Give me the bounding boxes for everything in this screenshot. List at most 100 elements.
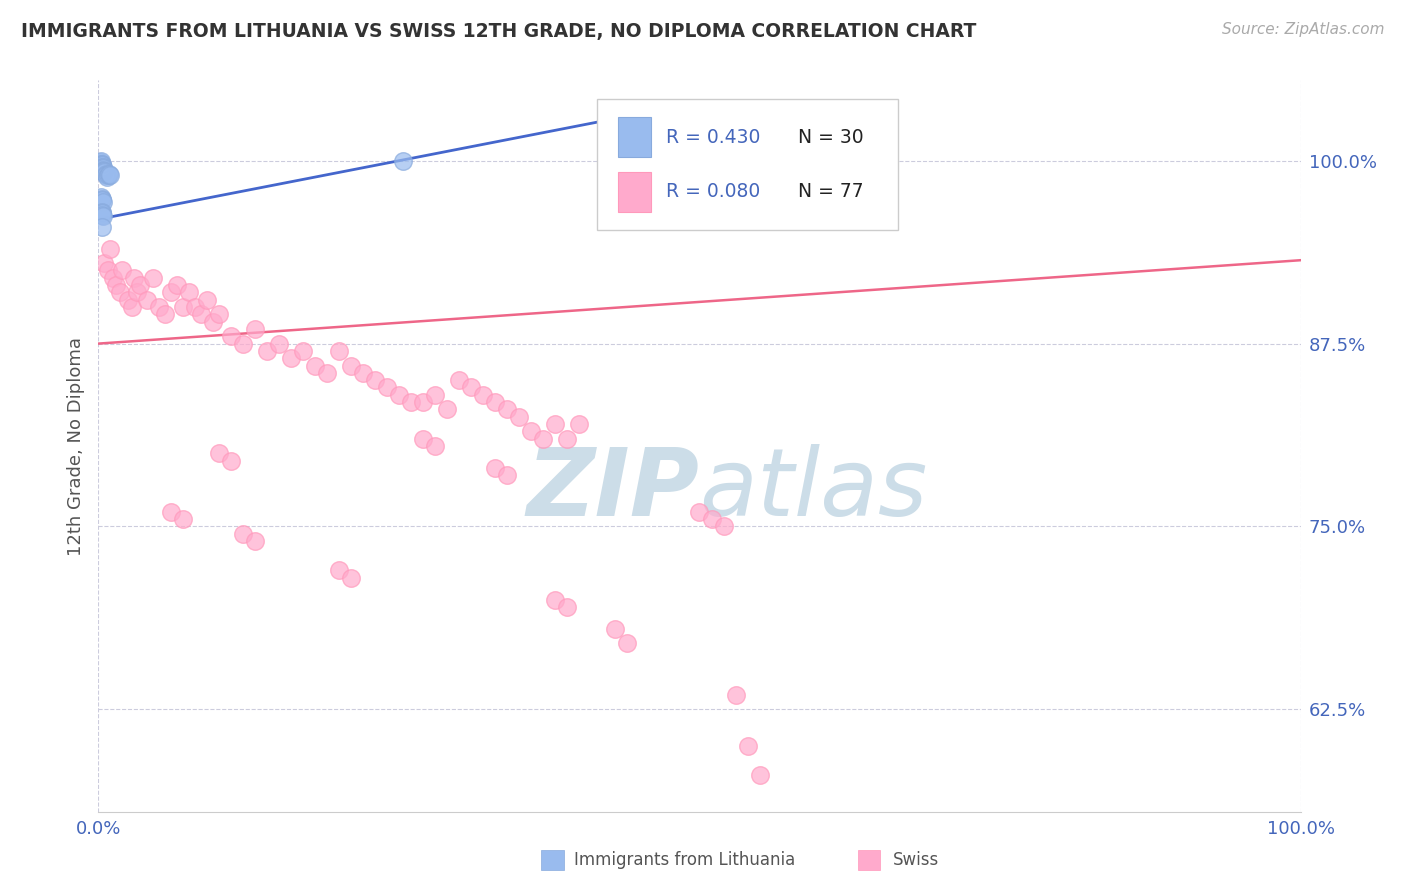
Point <box>97 169 120 183</box>
Point <box>375 380 398 394</box>
Point <box>724 688 747 702</box>
Point <box>315 366 337 380</box>
Point <box>208 446 231 460</box>
Point <box>94 169 117 183</box>
Point <box>97 263 120 277</box>
Point <box>166 278 188 293</box>
Point <box>340 359 363 373</box>
Point <box>91 206 114 220</box>
Point <box>91 161 114 175</box>
Point <box>91 205 114 219</box>
Point <box>544 417 567 431</box>
Point <box>472 388 495 402</box>
Point <box>328 343 350 358</box>
Point <box>304 359 326 373</box>
Point <box>91 208 114 222</box>
Point <box>688 505 710 519</box>
Point <box>93 164 115 178</box>
Point <box>423 439 446 453</box>
Point <box>748 768 770 782</box>
Text: Source: ZipAtlas.com: Source: ZipAtlas.com <box>1222 22 1385 37</box>
Point <box>219 329 242 343</box>
Point <box>89 155 111 169</box>
Point <box>555 432 578 446</box>
Point <box>93 165 115 179</box>
Point <box>352 366 374 380</box>
Point <box>399 395 422 409</box>
Point <box>713 519 735 533</box>
Point <box>91 161 114 175</box>
Point <box>141 270 163 285</box>
FancyBboxPatch shape <box>617 171 651 212</box>
Point <box>544 592 567 607</box>
Text: Immigrants from Lithuania: Immigrants from Lithuania <box>574 851 794 869</box>
Point <box>243 534 266 549</box>
Point <box>159 285 181 300</box>
Point <box>117 293 139 307</box>
Point <box>91 164 114 178</box>
Text: R = 0.430: R = 0.430 <box>666 128 761 146</box>
Point <box>208 307 231 321</box>
Point <box>340 571 363 585</box>
Point <box>94 167 117 181</box>
Point <box>568 417 591 431</box>
Point <box>555 599 578 614</box>
Point <box>232 526 254 541</box>
Point <box>219 453 242 467</box>
Point <box>148 300 170 314</box>
Point <box>280 351 302 366</box>
Point <box>91 210 114 224</box>
Point <box>605 622 627 636</box>
Point <box>195 293 218 307</box>
Text: N = 30: N = 30 <box>799 128 863 146</box>
Point <box>90 153 112 168</box>
Point <box>496 468 519 483</box>
Point <box>90 190 112 204</box>
Point <box>100 169 122 183</box>
Point <box>121 300 143 314</box>
Point <box>172 512 194 526</box>
Point <box>91 193 114 207</box>
Point <box>460 380 482 394</box>
Point <box>91 160 114 174</box>
Point <box>391 153 413 168</box>
Y-axis label: 12th Grade, No Diploma: 12th Grade, No Diploma <box>66 336 84 556</box>
Point <box>243 322 266 336</box>
Point <box>91 194 114 209</box>
Point <box>90 156 112 170</box>
Point <box>91 156 114 170</box>
Point <box>183 300 205 314</box>
Point <box>159 505 181 519</box>
Point <box>91 219 114 234</box>
Point <box>190 307 212 321</box>
Point <box>388 388 411 402</box>
Point <box>256 343 278 358</box>
Point <box>125 285 148 300</box>
Point <box>153 307 176 321</box>
Point <box>91 192 114 206</box>
Point <box>520 425 543 439</box>
Point <box>111 263 134 277</box>
Point <box>423 388 446 402</box>
Text: IMMIGRANTS FROM LITHUANIA VS SWISS 12TH GRADE, NO DIPLOMA CORRELATION CHART: IMMIGRANTS FROM LITHUANIA VS SWISS 12TH … <box>21 22 976 41</box>
Point <box>98 167 121 181</box>
Point <box>447 373 470 387</box>
Point <box>105 278 128 293</box>
Point <box>267 336 290 351</box>
Point <box>172 300 194 314</box>
Point <box>91 158 114 172</box>
Point <box>91 162 114 177</box>
Point <box>129 278 152 293</box>
Point <box>616 636 638 650</box>
FancyBboxPatch shape <box>598 99 898 230</box>
Point <box>508 409 530 424</box>
Point <box>232 336 254 351</box>
Point <box>96 169 118 184</box>
Point <box>436 402 458 417</box>
Point <box>91 160 114 174</box>
Point <box>108 285 131 300</box>
Point <box>177 285 200 300</box>
Point <box>700 512 723 526</box>
Text: Swiss: Swiss <box>893 851 939 869</box>
Point <box>737 739 759 753</box>
